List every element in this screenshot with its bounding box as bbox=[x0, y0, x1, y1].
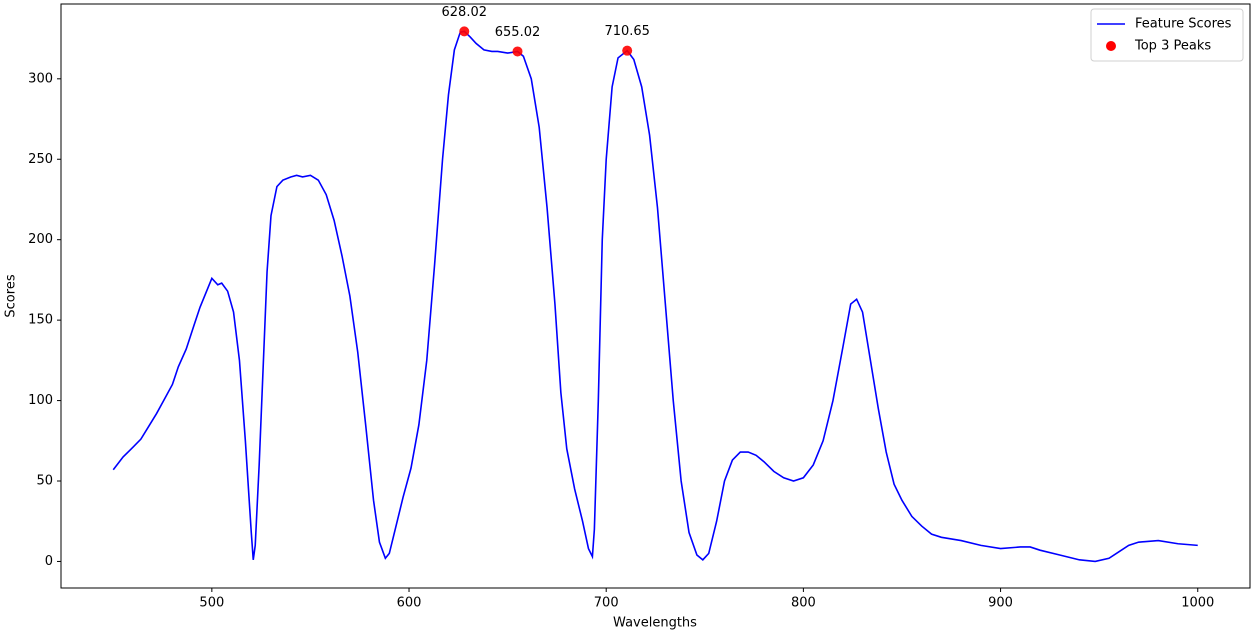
y-tick-label: 200 bbox=[28, 232, 53, 247]
peak-point bbox=[512, 46, 523, 57]
y-axis-label: Scores bbox=[4, 274, 19, 317]
x-tick-label: 700 bbox=[594, 596, 619, 611]
peak-label: 628.02 bbox=[442, 5, 488, 20]
peak-label: 655.02 bbox=[495, 25, 541, 40]
data-line bbox=[112, 30, 1198, 563]
y-tick-label: 100 bbox=[28, 393, 53, 408]
y-tick-label: 150 bbox=[28, 313, 53, 328]
legend-label: Top 3 Peaks bbox=[1134, 39, 1211, 54]
y-tick-label: 300 bbox=[28, 71, 53, 86]
legend-box bbox=[1090, 8, 1244, 62]
peak-point bbox=[622, 45, 633, 56]
x-tick-label: 600 bbox=[397, 596, 422, 611]
legend-label: Feature Scores bbox=[1135, 17, 1232, 32]
x-axis-label: Wavelengths bbox=[613, 616, 697, 631]
x-tick-label: 900 bbox=[988, 596, 1013, 611]
x-tick-label: 500 bbox=[199, 596, 224, 611]
peak-point bbox=[459, 26, 470, 37]
y-tick-label: 50 bbox=[36, 474, 53, 489]
x-tick-label: 800 bbox=[791, 596, 816, 611]
peak-label: 710.65 bbox=[604, 24, 650, 39]
legend-marker bbox=[1106, 41, 1116, 51]
y-tick-label: 0 bbox=[45, 554, 53, 569]
plot-frame bbox=[60, 3, 1251, 589]
y-tick-label: 250 bbox=[28, 152, 53, 167]
x-tick-label: 1000 bbox=[1181, 596, 1214, 611]
